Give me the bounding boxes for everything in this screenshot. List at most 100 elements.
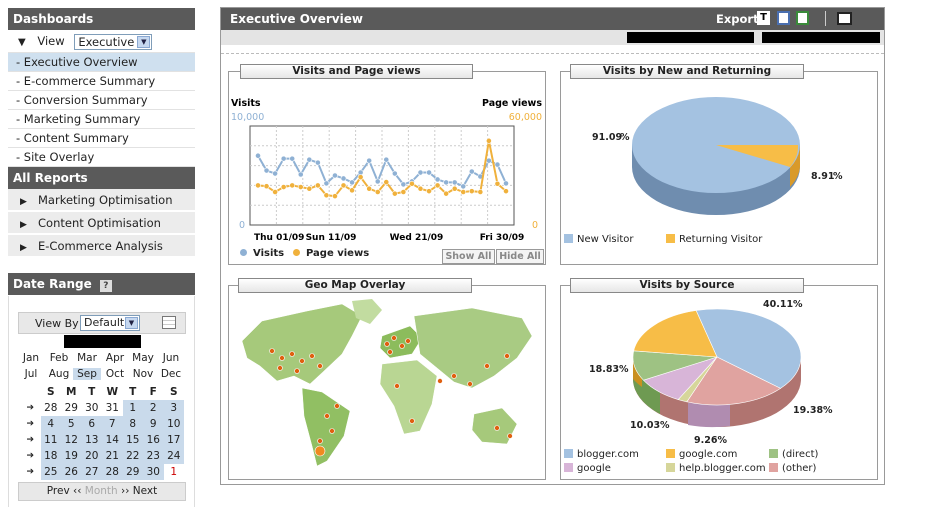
data-point-pageviews[interactable]	[280, 184, 287, 190]
data-point-visits[interactable]	[383, 156, 390, 163]
month-jun[interactable]: Jun	[162, 352, 180, 364]
sidebar-item-site-overlay[interactable]: - Site Overlay	[8, 148, 195, 167]
calendar-day[interactable]: 18	[40, 448, 61, 464]
calendar-day[interactable]: 15	[122, 432, 143, 448]
report-ecommerce-analysis[interactable]: ▶ E-Commerce Analysis	[8, 235, 195, 257]
calendar-day[interactable]: 7	[102, 416, 123, 432]
calendar-day[interactable]: 22	[122, 448, 143, 464]
data-point-pageviews[interactable]	[409, 180, 415, 187]
calendar-day[interactable]: 26	[61, 464, 82, 480]
month-may[interactable]: May	[132, 352, 154, 364]
data-point-visits[interactable]	[434, 176, 441, 183]
calendar-day[interactable]: 3	[163, 400, 184, 416]
month-jul[interactable]: Jul	[24, 368, 38, 380]
data-point-visits[interactable]	[494, 161, 501, 168]
pageviews-legend-item[interactable]: Page views	[293, 248, 369, 259]
prev-link[interactable]: Prev	[46, 485, 70, 497]
chevron-down-icon[interactable]: ▼	[125, 317, 138, 329]
legend-google[interactable]: google	[564, 463, 611, 474]
export-xml-icon[interactable]	[777, 11, 790, 25]
print-icon[interactable]	[837, 12, 852, 25]
pie-slice--other-[interactable]	[686, 356, 782, 406]
month-mar[interactable]: Mar	[77, 352, 97, 364]
calendar-day[interactable]: 21	[102, 448, 123, 464]
data-point-pageviews[interactable]	[297, 184, 304, 190]
data-point-pageviews[interactable]	[332, 193, 338, 200]
data-point-pageviews[interactable]	[272, 189, 279, 195]
calendar-day[interactable]: 4	[40, 416, 61, 432]
data-point-pageviews[interactable]	[340, 182, 347, 189]
calendar-day[interactable]: 11	[40, 432, 61, 448]
legend-direct[interactable]: (direct)	[769, 449, 818, 460]
data-point-visits[interactable]	[374, 178, 381, 185]
data-point-pageviews[interactable]	[357, 174, 364, 181]
data-point-pageviews[interactable]	[468, 188, 475, 195]
collapse-icon[interactable]: ▼	[18, 37, 26, 48]
data-point-pageviews[interactable]	[391, 190, 398, 197]
prev-arrow-icon[interactable]: ‹‹	[73, 485, 82, 497]
data-point-visits[interactable]	[391, 170, 398, 177]
data-point-pageviews[interactable]	[374, 189, 381, 195]
data-point-visits[interactable]	[255, 152, 261, 159]
month-aug[interactable]: Aug	[48, 368, 70, 380]
data-point-visits[interactable]	[280, 155, 287, 162]
export-excel-icon[interactable]	[796, 11, 809, 25]
calendar-day[interactable]: 10	[163, 416, 184, 432]
data-point-pageviews[interactable]	[485, 137, 492, 144]
calendar-day[interactable]: 2	[143, 400, 164, 416]
report-content-optimisation[interactable]: ▶ Content Optimisation	[8, 212, 195, 234]
calendar-icon[interactable]	[162, 316, 176, 329]
view-select[interactable]: Executive ▼	[74, 33, 153, 50]
data-point-visits[interactable]	[400, 181, 407, 188]
select-week-arrow-icon[interactable]: ➔	[26, 467, 35, 477]
data-point-visits[interactable]	[332, 172, 338, 179]
data-point-pageviews[interactable]	[426, 188, 432, 195]
data-point-visits[interactable]	[340, 175, 347, 182]
hide-all-button[interactable]: Hide All	[496, 249, 544, 264]
data-point-pageviews[interactable]	[503, 188, 509, 195]
month-jan[interactable]: Jan	[22, 352, 40, 364]
sidebar-item-content-summary[interactable]: - Content Summary	[8, 129, 195, 148]
data-point-pageviews[interactable]	[383, 179, 390, 185]
data-point-pageviews[interactable]	[434, 182, 441, 189]
data-point-pageviews[interactable]	[314, 182, 321, 189]
pie-slice-google-com[interactable]	[633, 310, 718, 358]
calendar-day[interactable]: 30	[143, 464, 164, 480]
sidebar-item-ecommerce-summary[interactable]: - E-commerce Summary	[8, 72, 195, 91]
select-week-arrow-icon[interactable]: ➔	[26, 403, 35, 413]
next-arrow-icon[interactable]: ››	[121, 485, 130, 497]
sidebar-item-executive-overview[interactable]: - Executive Overview	[8, 53, 195, 72]
calendar-day[interactable]: 6	[81, 416, 102, 432]
next-link[interactable]: Next	[132, 485, 158, 497]
data-point-pageviews[interactable]	[400, 189, 407, 195]
calendar-day[interactable]: 9	[143, 416, 164, 432]
calendar-day[interactable]: 14	[102, 432, 123, 448]
legend-other[interactable]: (other)	[769, 463, 816, 474]
select-week-arrow-icon[interactable]: ➔	[26, 451, 35, 461]
data-point-visits[interactable]	[349, 179, 355, 186]
visits-legend-item[interactable]: Visits	[240, 248, 284, 259]
calendar-day[interactable]: 1	[170, 466, 178, 478]
legend-help-blogger-com[interactable]: help.blogger.com	[666, 463, 766, 474]
world-map[interactable]	[232, 296, 542, 476]
help-icon[interactable]: ?	[99, 280, 112, 292]
data-point-visits[interactable]	[426, 169, 432, 176]
data-point-visits[interactable]	[297, 171, 304, 178]
data-point-visits[interactable]	[443, 179, 450, 186]
calendar-day[interactable]: 13	[81, 432, 102, 448]
data-point-visits[interactable]	[485, 157, 492, 164]
calendar-day[interactable]: 12	[61, 432, 82, 448]
calendar-day[interactable]: 20	[81, 448, 102, 464]
month-nov[interactable]: Nov	[132, 368, 154, 380]
data-point-visits[interactable]	[263, 167, 270, 174]
month-oct[interactable]: Oct	[105, 368, 125, 380]
data-point-pageviews[interactable]	[460, 189, 467, 195]
calendar-day[interactable]: 23	[143, 448, 164, 464]
month-sep[interactable]: Sep	[73, 368, 101, 380]
select-week-arrow-icon[interactable]: ➔	[26, 419, 35, 429]
month-dec[interactable]: Dec	[160, 368, 182, 380]
calendar-day[interactable]: 8	[122, 416, 143, 432]
sidebar-item-conversion-summary[interactable]: - Conversion Summary	[8, 91, 195, 110]
data-point-pageviews[interactable]	[477, 189, 484, 195]
data-point-visits[interactable]	[468, 168, 475, 175]
